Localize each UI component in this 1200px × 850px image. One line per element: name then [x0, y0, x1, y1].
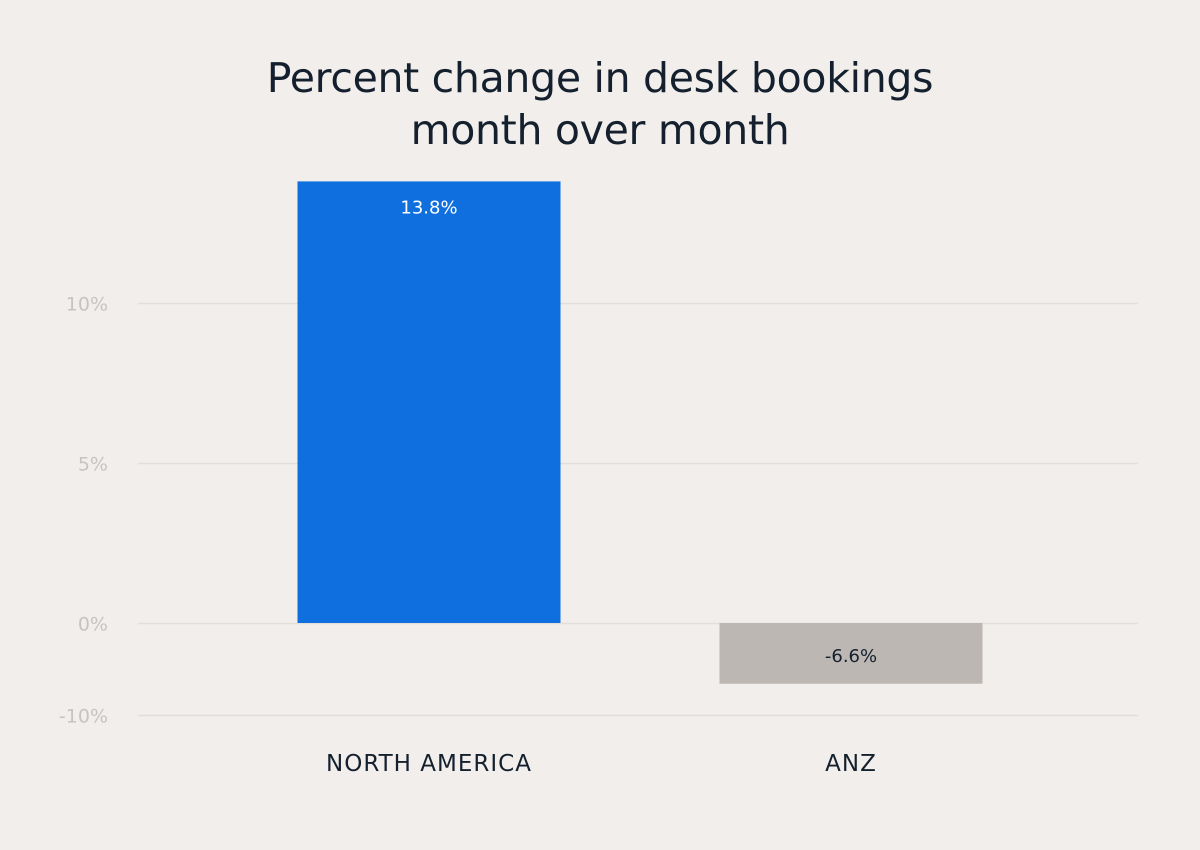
chart-title: Percent change in desk bookings month ov… [150, 52, 1050, 156]
bar [719, 623, 983, 684]
y-tick-label: 5% [78, 454, 108, 476]
chart-title-line-1: Percent change in desk bookings [266, 54, 934, 102]
bar [297, 181, 561, 623]
data-label: -6.6% [825, 646, 877, 667]
x-tick-label: ANZ [825, 751, 877, 777]
y-tick-label: 0% [78, 614, 108, 636]
data-label: 13.8% [400, 197, 457, 218]
y-tick-label: 10% [66, 294, 108, 316]
y-tick-label: -10% [59, 706, 108, 728]
chart-title-line-2: month over month [410, 106, 790, 154]
x-tick-label: NORTH AMERICA [326, 751, 532, 777]
